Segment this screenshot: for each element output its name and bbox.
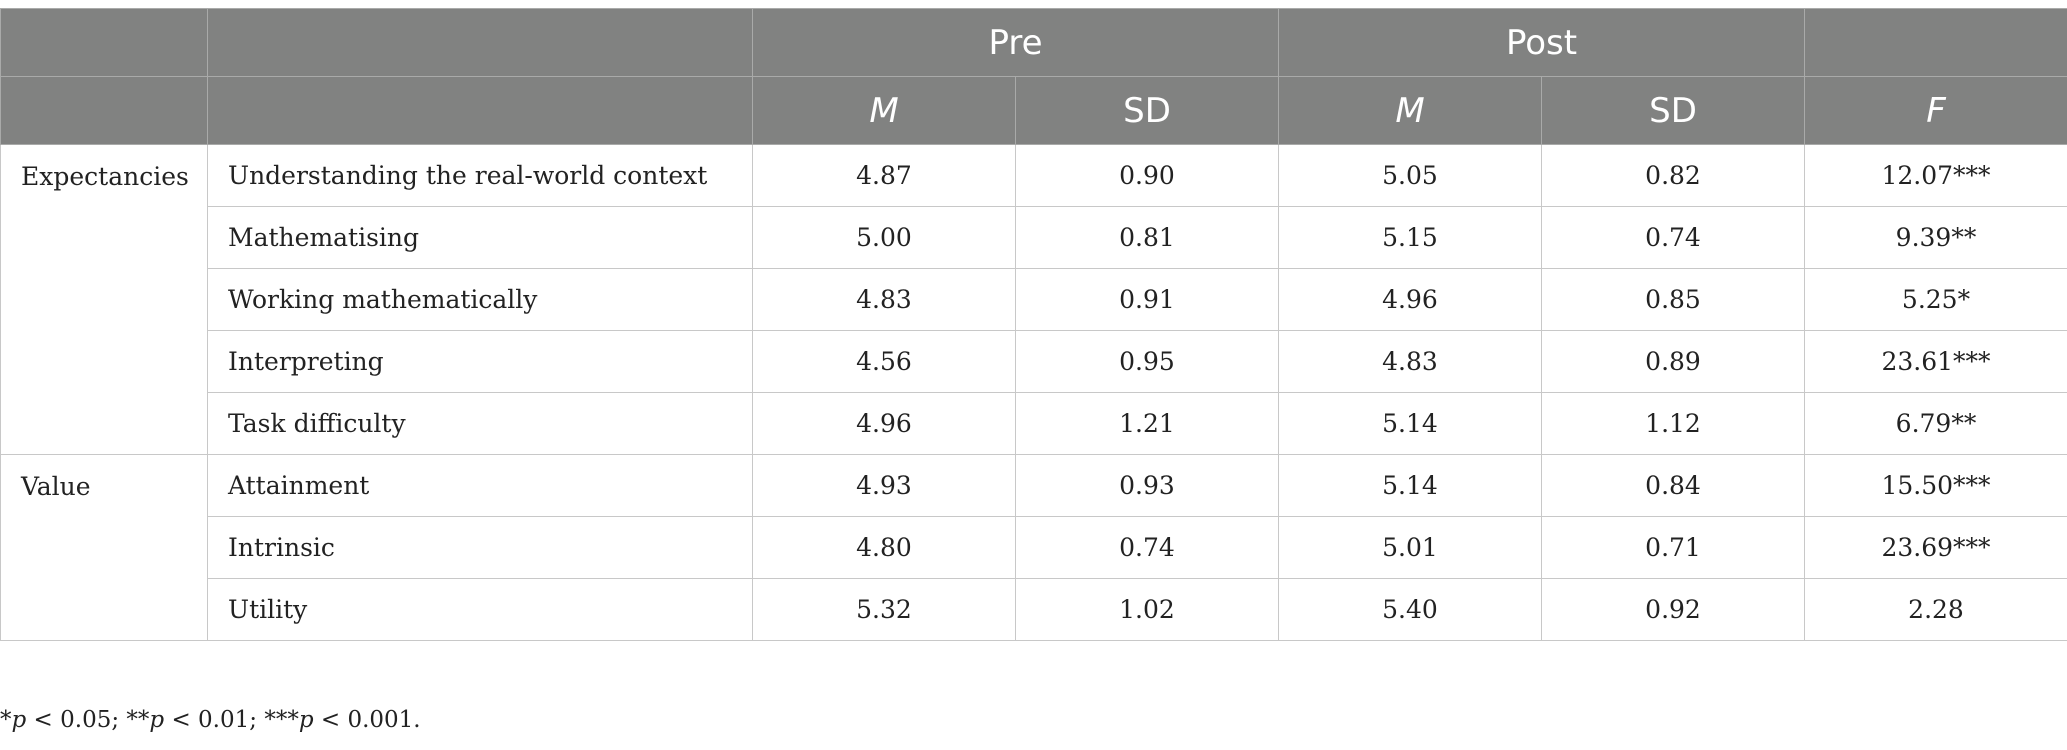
table-row: Task difficulty 4.96 1.21 5.14 1.12 6.79… [1,392,2067,455]
post-sd-cell: 0.71 [1540,516,1806,579]
pre-mean-cell: 4.83 [752,268,1016,331]
table-row: Intrinsic 4.80 0.74 5.01 0.71 23.69*** [1,516,2067,579]
pre-mean-cell: 4.80 [752,516,1016,579]
table-row: Expectancies Understanding the real-worl… [0,144,2067,455]
header-group-post: Post [1277,8,1806,77]
table-row: Mathematising 5.00 0.81 5.15 0.74 9.39** [1,206,2067,269]
header-group-empty-3 [1804,8,2067,77]
pre-sd-cell: 0.95 [1015,330,1279,393]
header-column-row: M SD M SD F [0,76,2067,145]
header-col-category [0,76,208,145]
header-col-f: F [1804,76,2067,145]
footnote-p-1: p [11,707,27,733]
pre-mean-cell: 4.56 [752,330,1016,393]
header-col-pre-sd: SD [1015,76,1279,145]
pre-mean-cell: 4.93 [752,454,1016,517]
header-group-empty-2 [207,8,753,77]
header-col-item [207,76,753,145]
post-sd-cell: 1.12 [1540,392,1806,455]
footnote-star-1: * [0,707,12,733]
table-row: Value Attainment 4.93 0.93 5.14 0.84 15.… [0,454,2067,641]
f-cell: 2.28 [1804,578,2067,641]
pre-sd-cell: 0.81 [1015,206,1279,269]
post-mean-cell: 4.83 [1278,330,1542,393]
item-cell: Understanding the real-world context [207,144,753,207]
pre-sd-cell: 0.90 [1015,144,1279,207]
post-sd-cell: 0.85 [1540,268,1806,331]
results-table: Pre Post M SD M SD F Expectancies Unders… [0,8,2067,641]
post-sd-cell: 0.84 [1540,454,1806,517]
category-cell: Value [0,454,208,641]
footnote-threshold-2: < 0.01; [164,707,265,733]
pre-sd-cell: 0.91 [1015,268,1279,331]
footnote-star-2: ** [126,707,150,733]
item-cell: Intrinsic [207,516,753,579]
table-row: Interpreting 4.56 0.95 4.83 0.89 23.61**… [1,330,2067,393]
footnote-star-3: *** [264,707,299,733]
header-group-empty-1 [0,8,208,77]
table-footnote: *p < 0.05; **p < 0.01; ***p < 0.001. [0,707,421,733]
header-group-pre: Pre [752,8,1279,77]
post-sd-cell: 0.74 [1540,206,1806,269]
header-col-pre-mean: M [752,76,1016,145]
pre-mean-cell: 5.00 [752,206,1016,269]
pre-mean-cell: 5.32 [752,578,1016,641]
post-mean-cell: 5.15 [1278,206,1542,269]
f-cell: 15.50*** [1804,454,2067,517]
header-col-post-sd: SD [1540,76,1806,145]
footnote-threshold-1: < 0.05; [26,707,127,733]
item-cell: Task difficulty [207,392,753,455]
table-row: Working mathematically 4.83 0.91 4.96 0.… [1,268,2067,331]
post-sd-cell: 0.89 [1540,330,1806,393]
f-cell: 12.07*** [1804,144,2067,207]
item-cell: Attainment [207,454,753,517]
pre-sd-cell: 0.93 [1015,454,1279,517]
post-mean-cell: 5.14 [1278,454,1542,517]
f-cell: 9.39** [1804,206,2067,269]
item-cell: Working mathematically [207,268,753,331]
item-cell: Utility [207,578,753,641]
footnote-p-3: p [298,707,314,733]
category-cell: Expectancies [0,144,208,455]
pre-mean-cell: 4.96 [752,392,1016,455]
table-row: Utility 5.32 1.02 5.40 0.92 2.28 [1,578,2067,641]
item-cell: Interpreting [207,330,753,393]
f-cell: 23.61*** [1804,330,2067,393]
footnote-p-2: p [149,707,165,733]
post-mean-cell: 4.96 [1278,268,1542,331]
header-col-post-mean: M [1278,76,1542,145]
footnote-threshold-3: < 0.001. [313,707,421,733]
post-sd-cell: 0.82 [1540,144,1806,207]
post-mean-cell: 5.40 [1278,578,1542,641]
post-mean-cell: 5.01 [1278,516,1542,579]
header-group-row: Pre Post [0,8,2067,77]
pre-sd-cell: 1.21 [1015,392,1279,455]
post-sd-cell: 0.92 [1540,578,1806,641]
pre-sd-cell: 1.02 [1015,578,1279,641]
f-cell: 6.79** [1804,392,2067,455]
post-mean-cell: 5.05 [1278,144,1542,207]
results-table-container: Pre Post M SD M SD F Expectancies Unders… [0,8,2067,641]
pre-mean-cell: 4.87 [752,144,1016,207]
f-cell: 5.25* [1804,268,2067,331]
f-cell: 23.69*** [1804,516,2067,579]
item-cell: Mathematising [207,206,753,269]
pre-sd-cell: 0.74 [1015,516,1279,579]
post-mean-cell: 5.14 [1278,392,1542,455]
